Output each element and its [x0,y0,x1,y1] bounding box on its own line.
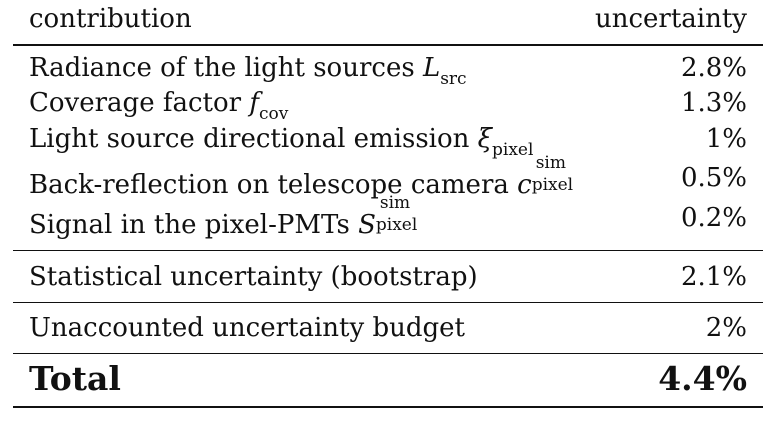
header-rule [13,44,763,46]
row-subscript: pixel [375,215,418,235]
row-label-text: Light source directional emission [29,124,478,154]
section-rule [13,250,763,251]
row-label: Light source directional emission ξpixel [29,124,534,160]
row-label: Radiance of the light sources Lsrc [29,53,467,89]
bottom-rule [13,406,763,408]
row-label-text: Radiance of the light sources [29,53,423,83]
row-symbol: L [422,53,441,83]
row-script-stack: sim pixel [531,153,578,195]
row-symbol: S [358,210,376,240]
total-value: 4.4% [658,359,747,398]
header-uncertainty: uncertainty [594,4,747,34]
row-label-text: Coverage factor [29,88,250,118]
row-value: 2.1% [680,262,747,292]
row-label-text: Back-reflection on telescope camera [29,170,518,200]
section-rule [13,353,763,354]
row-symbol: c [517,170,532,200]
row-label-text: Signal in the pixel-PMTs [29,210,359,240]
row-label: Unaccounted uncertainty budget [29,313,465,343]
row-value: 1% [705,124,747,154]
row-value: 0.2% [680,203,747,233]
row-superscript: sim [379,193,411,213]
row-label: Back-reflection on telescope camera c sim… [29,153,578,200]
row-subscript: cov [258,104,289,124]
row-subscript: src [440,69,467,89]
row-value: 2% [705,313,747,343]
section-rule [13,302,763,303]
row-value: 1.3% [680,88,747,118]
row-script-stack: sim pixel [375,193,422,235]
row-label: Coverage factor fcov [29,88,289,124]
header-contribution: contribution [29,4,192,34]
row-value: 2.8% [680,53,747,83]
row-label: Statistical uncertainty (bootstrap) [29,262,478,292]
total-label: Total [29,359,121,398]
row-superscript: sim [535,153,566,173]
row-subscript: pixel [492,140,534,160]
row-symbol: f [249,88,259,118]
row-value: 0.5% [680,163,747,193]
row-symbol: ξ [477,124,492,154]
row-subscript: pixel [531,175,574,195]
